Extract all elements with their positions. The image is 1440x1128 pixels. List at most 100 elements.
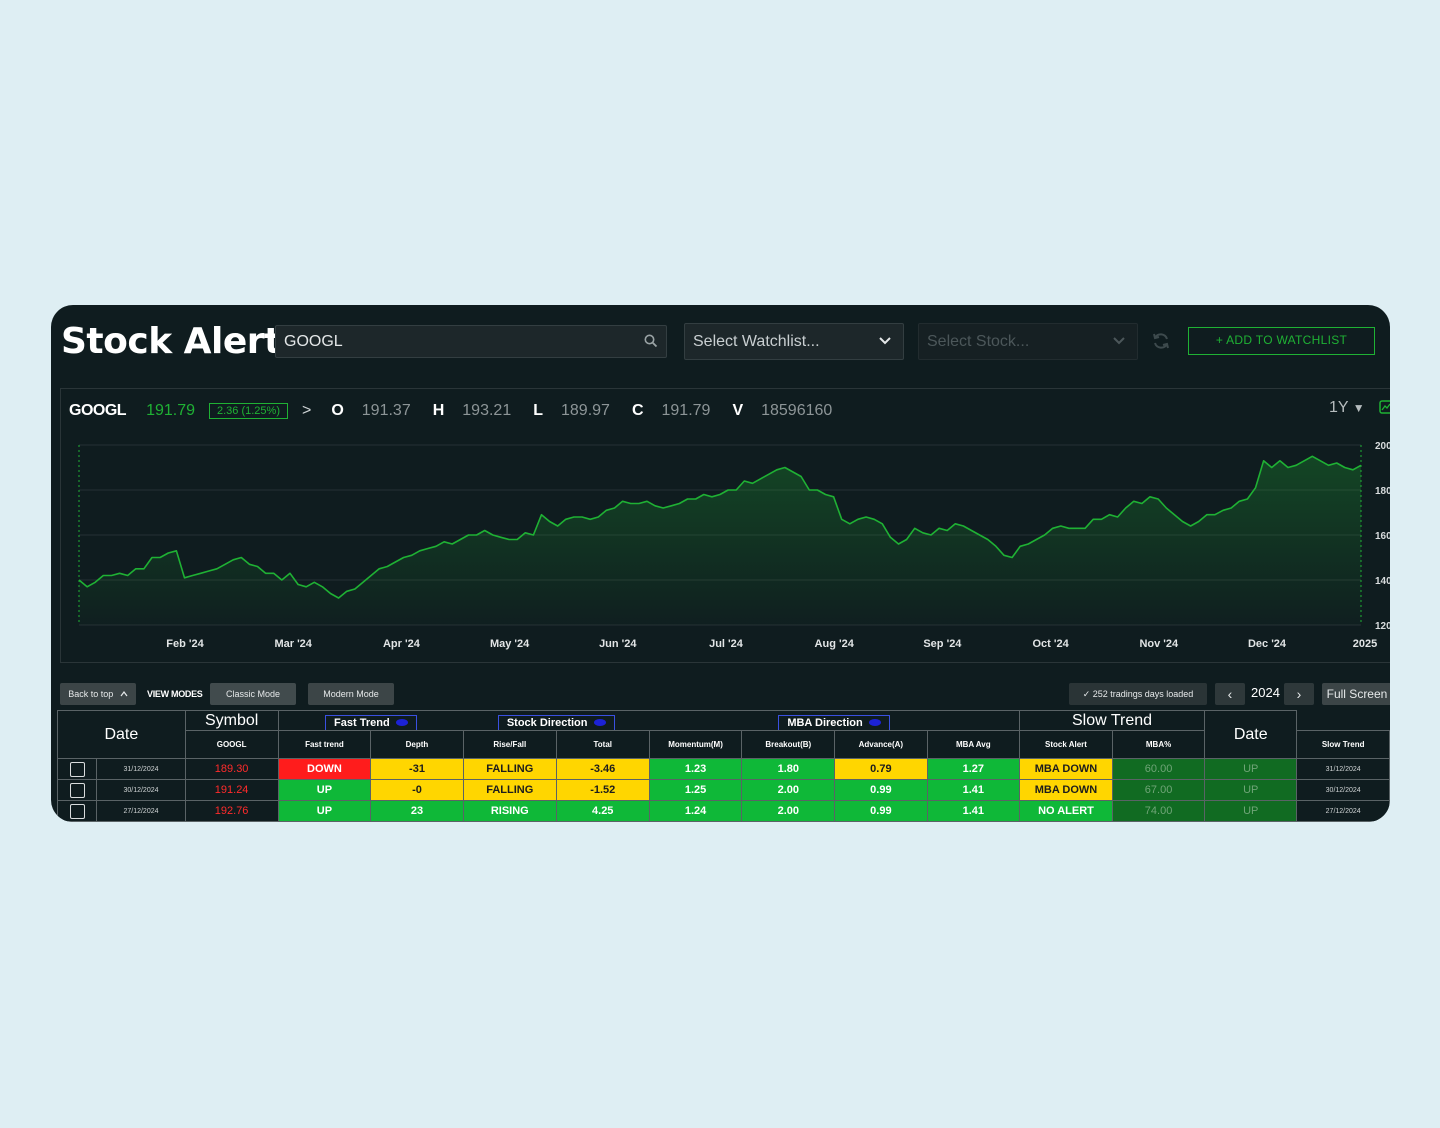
row-price: 189.30 (184, 758, 279, 780)
year-label: 2024 (1251, 685, 1280, 700)
high-value: 193.21 (462, 402, 512, 419)
chevron-down-icon (1113, 337, 1125, 345)
row-breakout: 2.00 (741, 800, 836, 822)
row-mba-pct: 60.00 (1112, 758, 1206, 780)
col-depth: Depth (370, 730, 464, 759)
refresh-icon[interactable] (1151, 331, 1171, 351)
row-slow-trend: UP (1204, 800, 1298, 822)
row-checkbox[interactable] (69, 782, 85, 798)
slow-trend-header: Slow Trend (1018, 710, 1206, 731)
row-date: 30/12/2024 (96, 779, 186, 801)
mba-direction-group[interactable]: MBA Direction (778, 714, 890, 731)
row-slow-trend: UP (1204, 758, 1298, 780)
stock-select[interactable]: Select Stock... (918, 323, 1138, 360)
view-modes-label: VIEW MODES (147, 689, 203, 699)
x-tick-label: Feb '24 (166, 638, 204, 650)
close-value: 191.79 (661, 402, 711, 419)
x-tick-label: 2025 (1353, 638, 1377, 650)
col-slow-trend: Slow Trend (1296, 730, 1390, 759)
toggle-dot-icon (593, 719, 606, 727)
row-mba-pct: 67.00 (1112, 779, 1206, 801)
row-advance: 0.99 (834, 800, 928, 822)
volume-label: V (732, 402, 744, 419)
quote-price: 191.79 (146, 402, 195, 419)
price-chart-panel: GOOGL 191.79 2.36 (1.25%) > O 191.37 H 1… (60, 388, 1390, 663)
back-to-top-button[interactable]: Back to top (60, 683, 136, 705)
row-total: -1.52 (555, 779, 650, 801)
x-tick-label: Mar '24 (274, 638, 312, 650)
col-rise-fall: Rise/Fall (462, 730, 557, 759)
col-mba-avg: MBA Avg (926, 730, 1020, 759)
row-checkbox[interactable] (69, 761, 85, 777)
range-select[interactable]: 1Y ▼ (1329, 399, 1365, 417)
modern-mode-button[interactable]: Modern Mode (308, 683, 394, 705)
toggle-dot-icon (395, 719, 408, 727)
next-year-button[interactable]: › (1284, 683, 1314, 705)
quote-symbol: GOOGL (69, 402, 127, 419)
low-value: 189.97 (561, 402, 610, 419)
row-checkbox[interactable] (69, 803, 85, 819)
toggle-dot-icon (868, 719, 881, 727)
stock-alert-app: Stock Alert Select Watchlist... Select S… (51, 305, 1390, 822)
x-tick-label: Apr '24 (383, 638, 421, 650)
row-date-end: 31/12/2024 (1296, 758, 1390, 780)
table-toolbar: Back to top VIEW MODES Classic Mode Mode… (60, 683, 1390, 705)
col-advance: Advance(A) (834, 730, 928, 759)
row-price: 192.76 (184, 800, 279, 822)
alert-table: Date Symbol Fast Trend Stock Direction M… (56, 710, 1390, 822)
full-screen-button[interactable]: Full Screen (1322, 683, 1390, 705)
row-mba-avg: 1.41 (926, 800, 1020, 822)
fast-trend-group-label: Fast Trend (334, 716, 390, 729)
classic-mode-button[interactable]: Classic Mode (210, 683, 296, 705)
x-tick-label: Jun '24 (599, 638, 637, 650)
quote-change-badge: 2.36 (1.25%) (209, 403, 288, 419)
open-label: O (331, 402, 344, 419)
chevron-up-icon (120, 691, 128, 697)
watchlist-select[interactable]: Select Watchlist... (684, 323, 904, 360)
chevron-right-icon[interactable]: > (301, 402, 312, 419)
table-row: 30/12/2024 191.24 UP -0 FALLING -1.52 1.… (56, 779, 1390, 801)
y-tick-label: 160 (1375, 531, 1390, 542)
add-to-watchlist-button[interactable]: + ADD TO WATCHLIST (1188, 327, 1375, 355)
low-label: L (533, 402, 543, 419)
symbol-search[interactable] (275, 325, 667, 358)
row-slow-trend: UP (1204, 779, 1298, 801)
col-mba-pct: MBA% (1112, 730, 1206, 759)
price-chart: 200 180 160 140 120 Feb '24 Mar '24 Apr '24 May … (78, 441, 1390, 650)
col-breakout: Breakout(B) (741, 730, 836, 759)
watchlist-select-label: Select Watchlist... (693, 333, 820, 350)
range-value: 1Y (1329, 399, 1349, 416)
fast-trend-group[interactable]: Fast Trend (325, 714, 417, 731)
row-alert: NO ALERT (1018, 800, 1114, 822)
col-stock-alert: Stock Alert (1018, 730, 1114, 759)
row-total: 4.25 (555, 800, 650, 822)
row-breakout: 1.80 (741, 758, 836, 780)
x-tick-label: Nov '24 (1139, 638, 1179, 650)
x-tick-label: Jul '24 (709, 638, 744, 650)
x-tick-label: Sep '24 (923, 638, 962, 650)
mba-direction-group-label: MBA Direction (787, 716, 863, 729)
stock-direction-group[interactable]: Stock Direction (497, 714, 615, 731)
row-rise-fall: RISING (462, 800, 557, 822)
row-depth: 23 (370, 800, 464, 822)
symbol-header: Symbol (184, 710, 279, 731)
row-price: 191.24 (184, 779, 279, 801)
search-input[interactable] (276, 326, 636, 357)
row-momentum: 1.23 (648, 758, 743, 780)
row-date-end: 30/12/2024 (1296, 779, 1390, 801)
prev-year-button[interactable]: ‹ (1215, 683, 1245, 705)
close-label: C (631, 402, 644, 419)
row-date: 27/12/2024 (96, 800, 186, 822)
stock-direction-group-label: Stock Direction (506, 716, 588, 729)
row-momentum: 1.25 (648, 779, 743, 801)
back-to-top-label: Back to top (68, 689, 114, 699)
high-label: H (432, 402, 445, 419)
row-fast-trend: UP (277, 779, 372, 801)
open-value: 191.37 (361, 402, 411, 419)
row-breakout: 2.00 (741, 779, 836, 801)
x-tick-label: Oct '24 (1032, 638, 1069, 650)
row-rise-fall: FALLING (462, 758, 557, 780)
chart-type-icon[interactable] (1379, 400, 1390, 414)
search-icon[interactable] (644, 334, 658, 348)
row-fast-trend: DOWN (277, 758, 372, 780)
